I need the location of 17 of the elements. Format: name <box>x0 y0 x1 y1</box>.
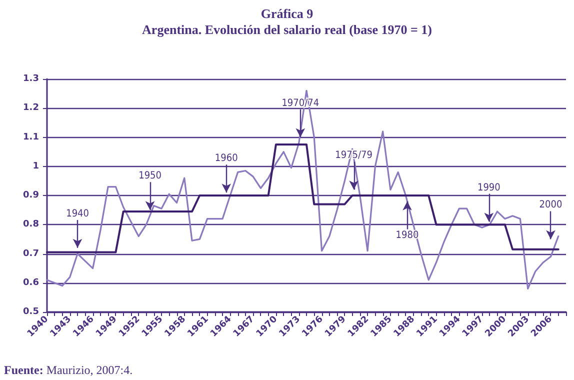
annotation: 2000 <box>539 200 562 211</box>
y-tick-label: 1.2 <box>23 103 39 114</box>
y-tick-label: 0.9 <box>23 190 39 200</box>
annotation: 1950 <box>138 170 162 182</box>
y-tick-label: 1 <box>32 161 39 172</box>
chart-title: Gráfica 9 <box>260 6 314 21</box>
source-note: Fuente: Maurizio, 2007:4. <box>4 363 133 377</box>
chart-subtitle: Argentina. Evolución del salario real (base 1970 = 1) <box>142 22 432 37</box>
y-tick-label: 1.1 <box>23 132 39 142</box>
y-tick-label: 0.5 <box>23 307 39 317</box>
y-tick-label: 0.7 <box>23 248 39 259</box>
y-tick-label: 1.3 <box>23 74 39 84</box>
annotation: 1960 <box>214 153 238 164</box>
annotation: 1940 <box>66 208 90 220</box>
y-tick-label: 0.6 <box>23 278 39 288</box>
annotation: 1990 <box>477 182 501 194</box>
y-tick-label: 0.8 <box>23 220 39 230</box>
